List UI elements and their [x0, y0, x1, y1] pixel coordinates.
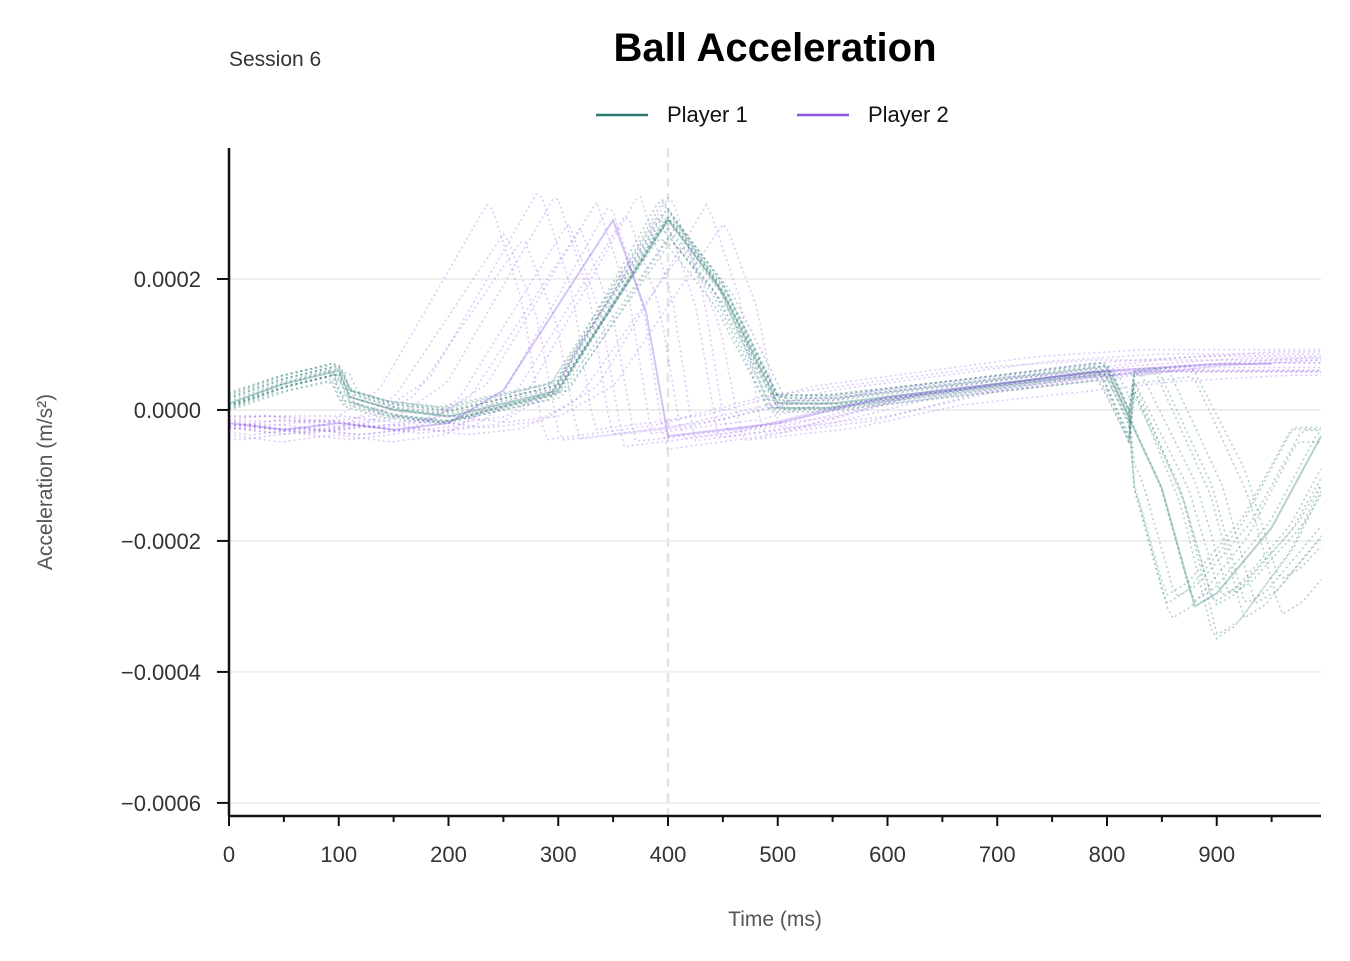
trial-trace — [229, 247, 1321, 442]
trial-trace — [228, 238, 1322, 606]
trial-trace — [229, 195, 1321, 442]
series-line-2 — [228, 217, 1272, 438]
x-tick-label: 600 — [869, 842, 906, 867]
trial-trace — [228, 226, 1322, 615]
x-ticks: 0 100 200 300 400 500 600 700 800 900 — [223, 816, 1273, 867]
x-tick-label: 800 — [1089, 842, 1126, 867]
trial-trace — [229, 211, 1321, 439]
trial-trace — [228, 222, 1321, 448]
trial-trace — [228, 242, 1322, 597]
faint-traces — [228, 193, 1322, 640]
trial-trace — [228, 219, 1322, 605]
trial-trace — [228, 198, 1322, 640]
y-tick-label: 0.0002 — [134, 267, 201, 292]
trial-trace — [228, 216, 1321, 620]
x-axis-label: Time (ms) — [728, 908, 822, 931]
trial-trace — [228, 228, 1322, 579]
x-tick-label: 0 — [223, 842, 235, 867]
trial-trace — [228, 217, 1322, 603]
trial-trace — [229, 196, 1321, 432]
trial-trace — [229, 215, 1321, 440]
trial-trace — [228, 201, 1322, 635]
y-tick-label: 0.0000 — [134, 398, 201, 423]
x-tick-label: 100 — [320, 842, 357, 867]
x-tick-label: 300 — [540, 842, 577, 867]
x-tick-label: 400 — [650, 842, 687, 867]
trial-trace — [228, 200, 1321, 435]
trial-trace — [228, 232, 1321, 441]
legend: Player 1 Player 2 — [596, 102, 949, 127]
trial-trace — [228, 218, 1322, 620]
trial-trace — [228, 218, 1321, 598]
chart-subtitle: Session 6 — [229, 48, 321, 71]
y-tick-label: −0.0006 — [121, 791, 201, 816]
x-tick-label: 700 — [979, 842, 1016, 867]
trial-trace — [228, 193, 1321, 431]
series-line-1 — [228, 218, 1322, 608]
x-tick-label: 500 — [759, 842, 796, 867]
legend-label-player-2: Player 2 — [868, 102, 949, 127]
trial-trace — [228, 198, 1321, 435]
y-axis-label: Acceleration (m/s²) — [34, 394, 57, 570]
legend-label-player-1: Player 1 — [667, 102, 748, 127]
y-tick-label: −0.0002 — [121, 529, 201, 554]
trial-trace — [228, 207, 1321, 450]
trial-trace — [229, 223, 1322, 602]
trial-trace — [228, 208, 1321, 605]
series-lines — [228, 217, 1322, 608]
trial-trace — [228, 232, 1322, 594]
trial-trace — [228, 226, 1321, 442]
y-tick-label: −0.0004 — [121, 660, 201, 685]
gridlines — [229, 277, 1321, 804]
x-tick-label: 900 — [1198, 842, 1235, 867]
chart-title: Ball Acceleration — [613, 26, 936, 70]
trial-trace — [228, 240, 1321, 440]
trial-trace — [229, 223, 1322, 429]
x-tick-label: 200 — [430, 842, 467, 867]
y-ticks: 0.0002 0.0000 −0.0002 −0.0004 −0.0006 — [121, 267, 229, 816]
